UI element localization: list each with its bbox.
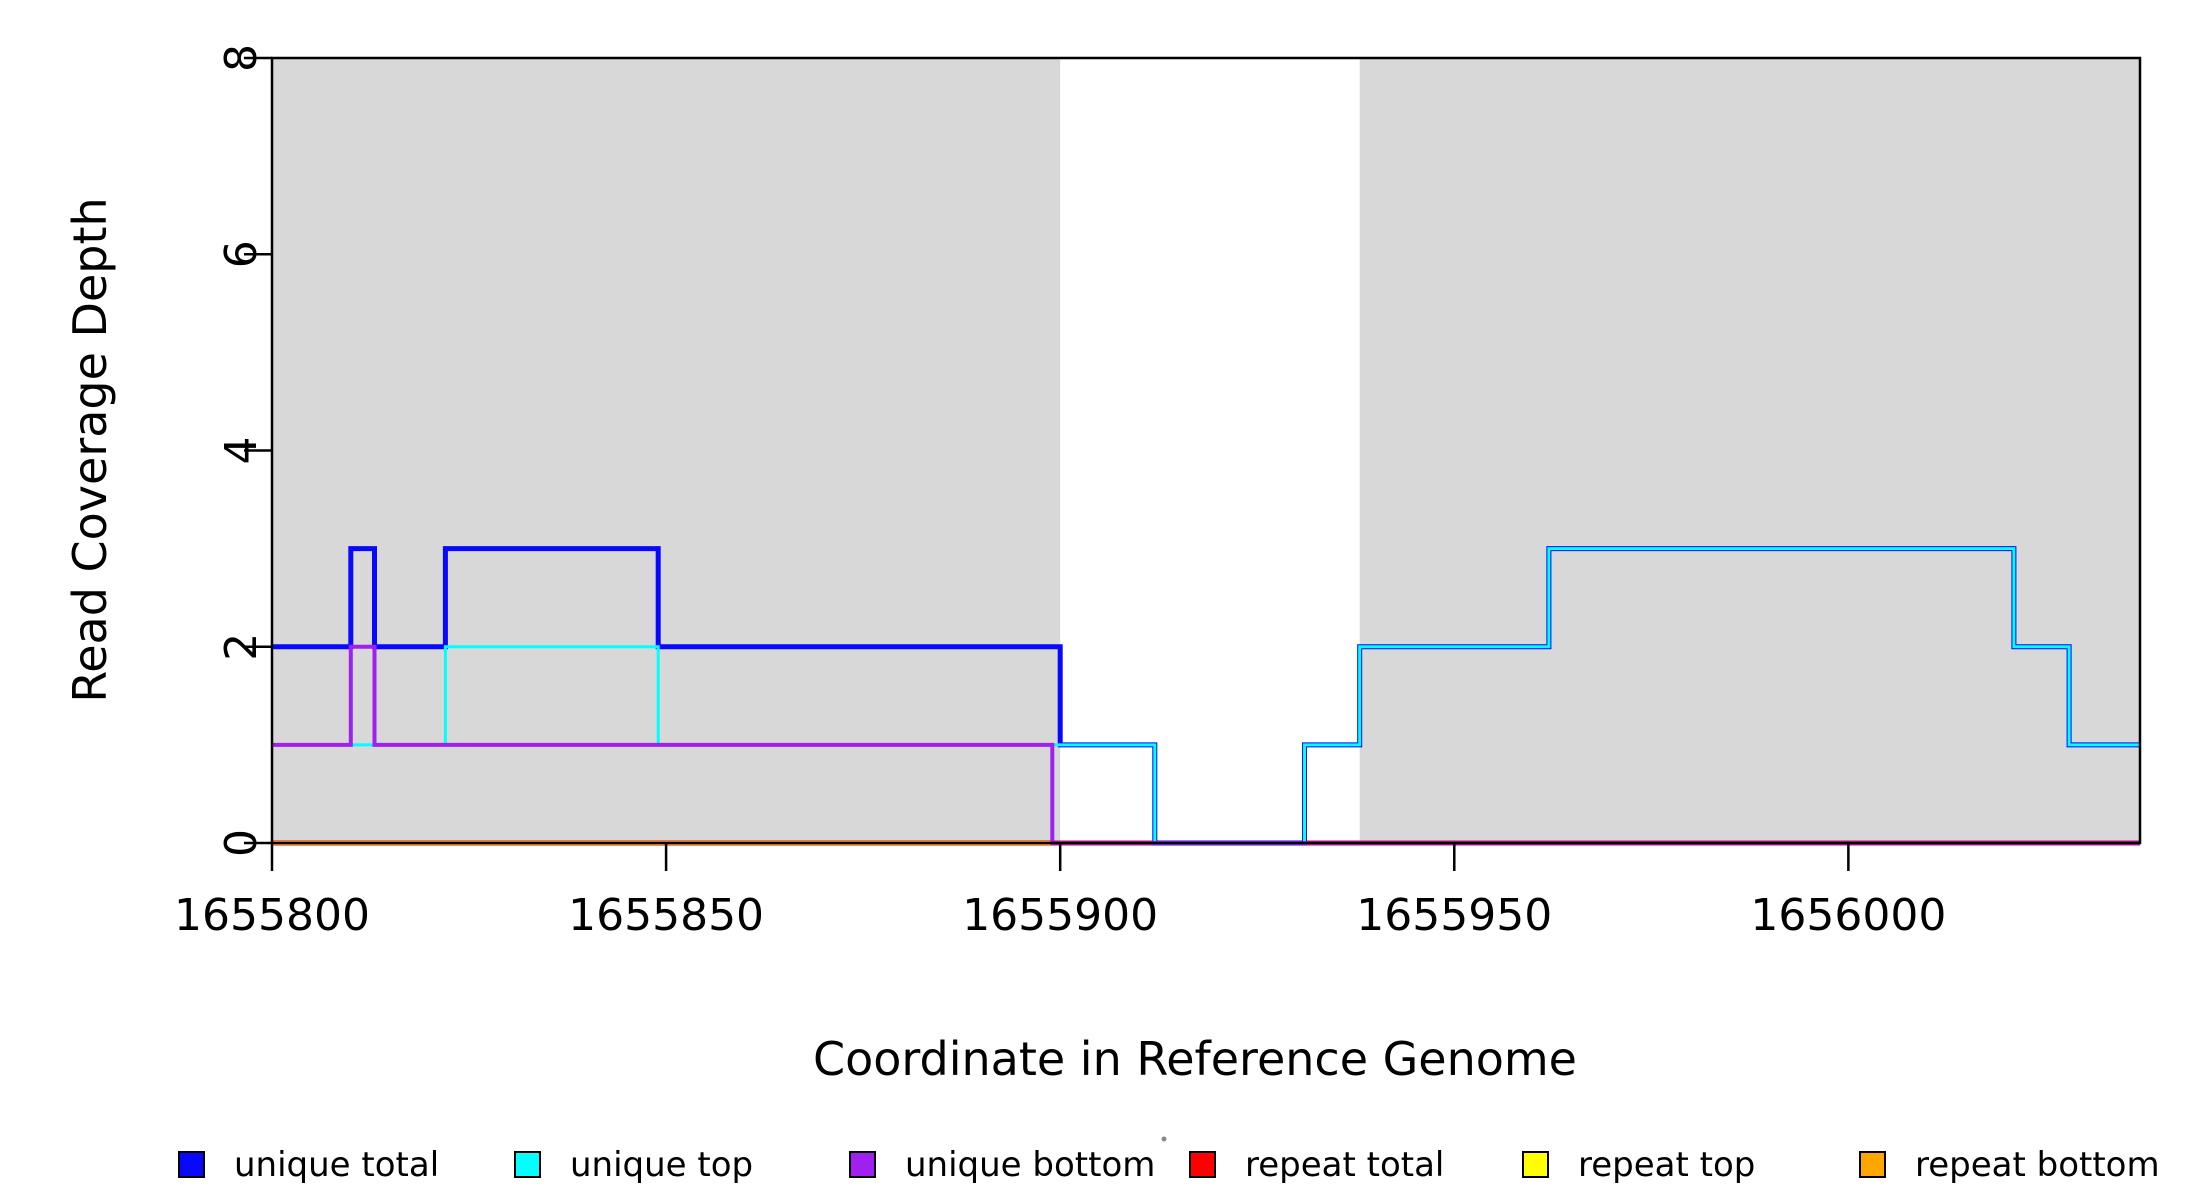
x-tick-label: 1655800	[174, 890, 370, 941]
y-tick-label: 0	[216, 829, 267, 857]
legend-swatch	[849, 1151, 876, 1178]
y-axis-title: Read Coverage Depth	[63, 197, 117, 702]
legend-item-unique-bottom: unique bottom	[849, 1145, 1155, 1185]
x-tick-label: 1656000	[1750, 890, 1946, 941]
legend-label: unique top	[570, 1145, 753, 1185]
axes-layer: 1655800 1655850 1655900 1655950 1656000 0 2 4 6 8	[174, 44, 2142, 941]
y-tick-label: 8	[216, 44, 267, 72]
x-axis-title: Coordinate in Reference Genome	[813, 1032, 1577, 1086]
y-tick-label: 2	[216, 633, 267, 661]
legend-label: repeat bottom	[1915, 1145, 2160, 1185]
x-tick-label: 1655950	[1356, 890, 1552, 941]
legend-label: repeat top	[1578, 1145, 1755, 1185]
legend-label: repeat total	[1245, 1145, 1444, 1185]
legend: unique total unique top unique bottom repea…	[178, 1145, 2160, 1185]
speck-artifact	[1161, 1136, 1167, 1142]
y-tick-label: 4	[216, 437, 267, 465]
legend-swatch	[514, 1151, 541, 1178]
legend-item-unique-top: unique top	[514, 1145, 753, 1185]
series-line-unique-bottom	[272, 644, 2140, 845]
legend-label: unique bottom	[905, 1145, 1155, 1185]
x-tick-label: 1655850	[568, 890, 764, 941]
gray-block-left	[272, 58, 1061, 843]
legend-item-unique-total: unique total	[178, 1145, 439, 1185]
legend-swatch	[178, 1151, 205, 1178]
legend-item-repeat-total: repeat total	[1189, 1145, 1444, 1185]
legend-swatch	[1522, 1151, 1549, 1178]
highlight-regions-layer	[272, 58, 2140, 843]
legend-swatch	[1859, 1151, 1886, 1178]
legend-label: unique total	[234, 1145, 439, 1185]
series-line-unique-top	[272, 547, 2140, 845]
legend-swatch	[1189, 1151, 1216, 1178]
y-tick-label: 6	[216, 240, 267, 268]
gray-block-right	[1359, 58, 2140, 843]
legend-item-repeat-bottom: repeat bottom	[1859, 1145, 2160, 1185]
legend-item-repeat-top: repeat top	[1522, 1145, 1755, 1185]
x-tick-label: 1655900	[962, 890, 1158, 941]
